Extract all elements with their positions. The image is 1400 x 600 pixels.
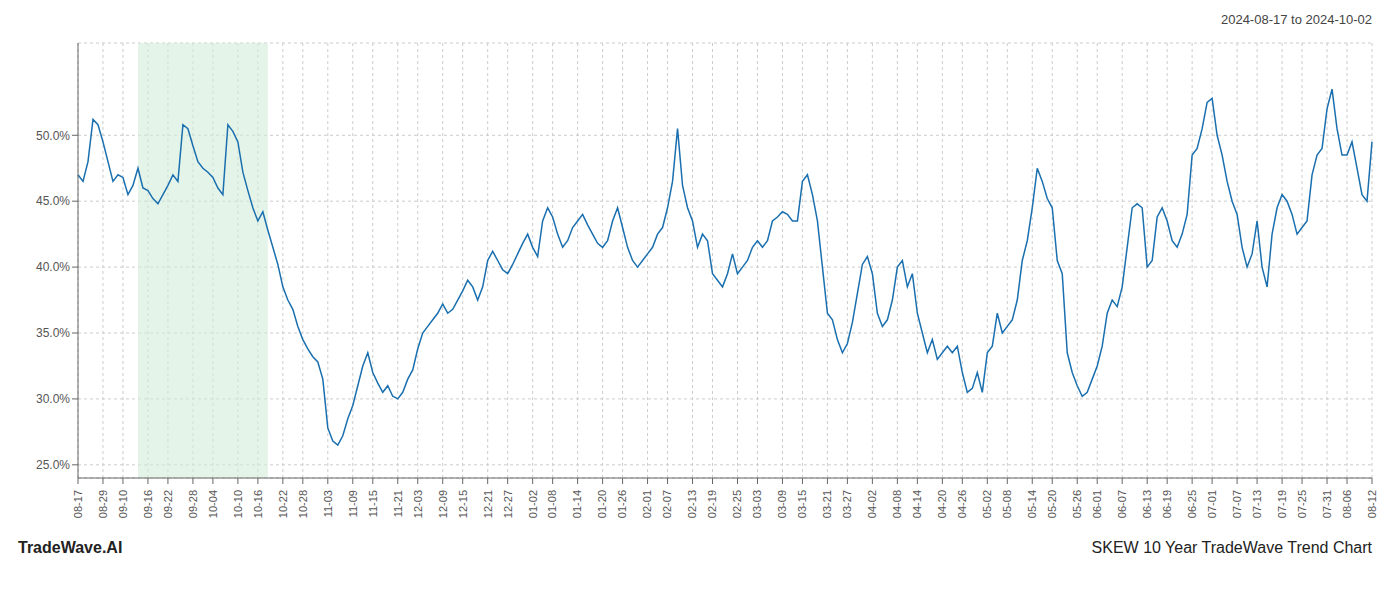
svg-text:04-20: 04-20 (936, 490, 948, 518)
svg-text:07-31: 07-31 (1321, 490, 1333, 518)
svg-text:08-06: 08-06 (1341, 490, 1353, 518)
html-text:2024-08-17 to 2024-10-02: 2024-08-17 to 2024-10-02 (1220, 12, 1372, 27)
svg-text:10-22: 10-22 (277, 490, 289, 518)
svg-text:11-03: 11-03 (322, 490, 334, 517)
svg-text:08-12: 08-12 (1366, 490, 1378, 518)
svg-text:11-15: 11-15 (367, 490, 379, 517)
svg-text:06-19: 06-19 (1161, 490, 1173, 518)
svg-text:25.0%: 25.0% (36, 458, 70, 472)
svg-text:30.0%: 30.0% (36, 392, 70, 406)
svg-text:01-08: 01-08 (546, 490, 558, 518)
svg-text:12-03: 12-03 (412, 490, 424, 518)
svg-text:11-09: 11-09 (347, 490, 359, 517)
svg-text:09-10: 09-10 (117, 490, 129, 518)
svg-text:07-13: 07-13 (1251, 490, 1263, 518)
svg-text:35.0%: 35.0% (36, 326, 70, 340)
svg-text:03-21: 03-21 (821, 490, 833, 518)
svg-text:04-02: 04-02 (866, 490, 878, 518)
svg-text:07-25: 07-25 (1296, 490, 1308, 518)
svg-text:05-20: 05-20 (1046, 490, 1058, 518)
svg-text:03-15: 03-15 (796, 490, 808, 518)
svg-text:03-27: 03-27 (841, 490, 853, 518)
svg-text:04-26: 04-26 (956, 490, 968, 518)
svg-text:10-10: 10-10 (232, 490, 244, 518)
svg-text:09-16: 09-16 (142, 490, 154, 518)
svg-text:01-26: 01-26 (616, 490, 628, 518)
html-text:TradeWave.AI: TradeWave.AI (18, 539, 123, 556)
svg-text:05-02: 05-02 (981, 490, 993, 518)
svg-text:12-15: 12-15 (457, 490, 469, 518)
svg-text:02-19: 02-19 (706, 490, 718, 518)
svg-text:06-25: 06-25 (1186, 490, 1198, 518)
svg-text:07-01: 07-01 (1206, 490, 1218, 518)
svg-text:06-07: 06-07 (1116, 490, 1128, 518)
svg-text:10-16: 10-16 (252, 490, 264, 518)
svg-text:05-14: 05-14 (1026, 490, 1038, 518)
svg-text:50.0%: 50.0% (36, 129, 70, 143)
svg-text:01-20: 01-20 (596, 490, 608, 518)
html-text:SKEW 10 Year TradeWave Trend C: SKEW 10 Year TradeWave Trend Chart (1091, 539, 1372, 556)
svg-text:04-08: 04-08 (891, 490, 903, 518)
svg-text:10-28: 10-28 (297, 490, 309, 518)
svg-text:11-21: 11-21 (392, 490, 404, 517)
svg-text:02-13: 02-13 (686, 490, 698, 518)
svg-text:03-09: 03-09 (776, 490, 788, 518)
svg-text:10-04: 10-04 (207, 490, 219, 518)
svg-text:12-09: 12-09 (437, 490, 449, 518)
svg-text:05-26: 05-26 (1071, 490, 1083, 518)
svg-text:01-02: 01-02 (526, 490, 538, 518)
svg-text:40.0%: 40.0% (36, 260, 70, 274)
svg-text:12-21: 12-21 (482, 490, 494, 518)
svg-text:07-07: 07-07 (1231, 490, 1243, 518)
svg-text:06-13: 06-13 (1141, 490, 1153, 518)
svg-text:02-25: 02-25 (731, 490, 743, 518)
svg-text:01-14: 01-14 (571, 490, 583, 518)
svg-text:03-03: 03-03 (751, 490, 763, 518)
svg-text:09-22: 09-22 (162, 490, 174, 518)
svg-text:06-01: 06-01 (1091, 490, 1103, 518)
svg-text:08-29: 08-29 (97, 490, 109, 518)
svg-text:08-17: 08-17 (72, 490, 84, 518)
svg-text:12-27: 12-27 (502, 490, 514, 518)
svg-text:04-14: 04-14 (911, 490, 923, 518)
svg-text:45.0%: 45.0% (36, 194, 70, 208)
svg-text:02-07: 02-07 (661, 490, 673, 518)
svg-text:02-01: 02-01 (641, 490, 653, 518)
svg-text:07-19: 07-19 (1276, 490, 1288, 518)
svg-text:05-08: 05-08 (1001, 490, 1013, 518)
svg-text:09-28: 09-28 (187, 490, 199, 518)
